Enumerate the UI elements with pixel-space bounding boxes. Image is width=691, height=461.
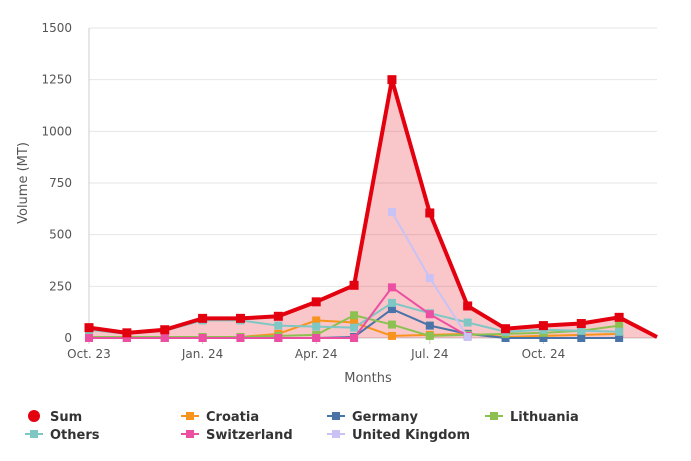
legend-item-lithuania[interactable]: Lithuania <box>485 410 579 425</box>
data-point[interactable] <box>122 328 132 338</box>
legend-item-croatia[interactable]: Croatia <box>181 410 259 425</box>
data-point[interactable] <box>425 321 434 330</box>
y-tick-label: 1500 <box>41 21 72 35</box>
data-point[interactable] <box>236 334 245 342</box>
legend-symbol <box>186 412 194 420</box>
series-sum <box>84 75 658 339</box>
sum-area <box>89 79 657 339</box>
data-point[interactable] <box>577 326 586 335</box>
data-point[interactable] <box>312 316 321 325</box>
x-tick-label: Jan. 24 <box>181 347 223 361</box>
data-point[interactable] <box>312 334 321 342</box>
data-point[interactable] <box>387 75 397 85</box>
data-point[interactable] <box>350 311 359 320</box>
data-point[interactable] <box>615 321 624 330</box>
legend-symbol <box>332 430 340 438</box>
data-point[interactable] <box>350 334 359 342</box>
y-axis-title: Volume (MT) <box>16 142 31 224</box>
data-point[interactable] <box>387 298 396 307</box>
data-point[interactable] <box>349 280 359 290</box>
data-point[interactable] <box>274 334 283 342</box>
legend-item-united-kingdom[interactable]: United Kingdom <box>327 428 470 443</box>
data-point[interactable] <box>577 334 586 342</box>
data-point[interactable] <box>463 332 472 341</box>
x-axis-ticks: Oct. 23 Jan. 24 Apr. 24 Jul. 24 Oct. 24 <box>67 338 565 361</box>
data-point[interactable] <box>273 311 283 321</box>
legend-item-sum[interactable]: Sum <box>28 410 82 425</box>
x-tick-label: Oct. 24 <box>522 347 566 361</box>
data-point[interactable] <box>312 322 321 331</box>
legend-label: Lithuania <box>510 410 579 425</box>
legend-item-switzerland[interactable]: Switzerland <box>181 428 293 443</box>
legend-label: Sum <box>50 410 82 425</box>
x-tick-label: Apr. 24 <box>295 347 338 361</box>
y-tick-label: 1000 <box>41 124 72 138</box>
series-united-kingdom <box>387 207 472 341</box>
legend-symbol <box>28 410 40 422</box>
x-tick-label: Jul. 24 <box>410 347 448 361</box>
series-switzerland <box>85 283 472 342</box>
legend-label: Others <box>50 428 100 443</box>
data-point[interactable] <box>615 327 624 336</box>
data-point[interactable] <box>387 331 396 340</box>
y-tick-label: 500 <box>49 228 72 242</box>
sum-line <box>88 77 658 339</box>
data-point[interactable] <box>235 313 245 323</box>
legend-symbol <box>30 430 38 438</box>
sum-area <box>89 79 657 339</box>
legend-label: United Kingdom <box>352 428 470 443</box>
data-point[interactable] <box>387 207 396 216</box>
y-axis-ticks: 0 250 500 750 1000 1250 1500 <box>41 21 72 345</box>
data-point[interactable] <box>538 321 548 331</box>
data-point[interactable] <box>463 318 472 327</box>
data-point[interactable] <box>387 305 396 314</box>
data-point[interactable] <box>350 318 359 327</box>
data-point[interactable] <box>84 323 94 333</box>
data-point[interactable] <box>160 334 169 342</box>
legend-item-others[interactable]: Others <box>25 428 100 443</box>
y-tick-label: 250 <box>49 279 72 293</box>
legend-label: Switzerland <box>206 428 293 443</box>
data-point[interactable] <box>614 312 624 322</box>
data-point[interactable] <box>350 323 359 332</box>
y-tick-label: 0 <box>64 331 72 345</box>
data-point[interactable] <box>615 334 624 342</box>
data-point[interactable] <box>425 310 434 319</box>
legend-symbol <box>332 412 340 420</box>
legend-symbol <box>490 412 498 420</box>
data-point[interactable] <box>85 334 93 342</box>
data-point[interactable] <box>463 301 473 311</box>
data-point[interactable] <box>501 324 511 334</box>
data-point[interactable] <box>425 274 434 283</box>
data-point[interactable] <box>198 313 208 323</box>
legend-label: Germany <box>352 410 418 425</box>
data-point[interactable] <box>576 319 586 329</box>
data-point[interactable] <box>387 283 396 292</box>
data-point[interactable] <box>425 208 435 218</box>
series-lines <box>84 75 658 342</box>
data-point[interactable] <box>274 321 283 330</box>
data-point[interactable] <box>425 331 434 340</box>
legend-symbol <box>186 430 194 438</box>
data-point[interactable] <box>311 297 321 307</box>
data-point[interactable] <box>387 320 396 329</box>
data-point[interactable] <box>160 325 170 335</box>
y-tick-label: 750 <box>49 176 72 190</box>
data-point[interactable] <box>539 334 548 342</box>
legend-label: Croatia <box>206 410 259 425</box>
x-tick-label: Oct. 23 <box>67 347 111 361</box>
data-point[interactable] <box>198 334 207 342</box>
legend[interactable]: Sum Croatia Germany Lithuania Others Switzerl… <box>25 410 579 443</box>
y-tick-label: 1250 <box>41 73 72 87</box>
data-point[interactable] <box>122 334 131 342</box>
data-point[interactable] <box>501 334 510 342</box>
legend-item-germany[interactable]: Germany <box>327 410 418 425</box>
x-axis-title: Months <box>344 371 392 386</box>
